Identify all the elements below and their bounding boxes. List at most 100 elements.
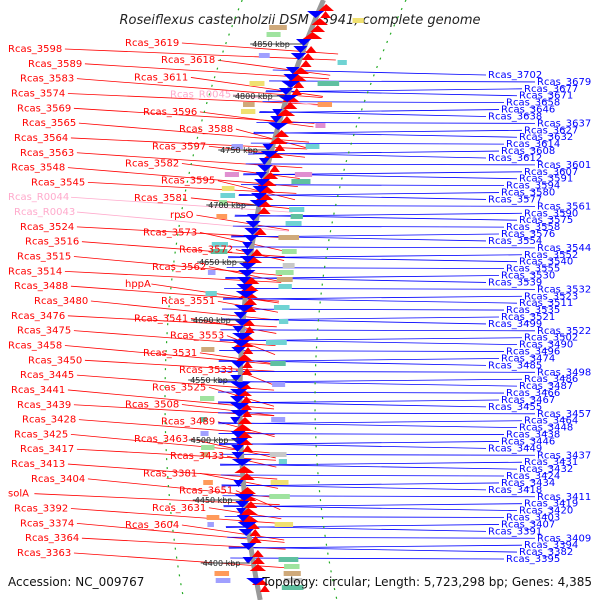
- forward-gene-arrow: [238, 473, 255, 480]
- gene-label: Rcas_3638: [488, 111, 542, 122]
- forward-gene-arrow: [233, 424, 253, 431]
- gene-label: Rcas_3580: [501, 188, 555, 199]
- gene-label: Rcas_3576: [501, 229, 555, 240]
- gene-label: Rcas_3480: [34, 296, 88, 307]
- reverse-gene-arrow: [246, 214, 260, 221]
- gene-label: Rcas_3658: [506, 98, 560, 109]
- gene-label: Rcas_3552: [524, 250, 578, 261]
- inner-guide-ring: [314, 0, 407, 600]
- gene-label: Rcas_3583: [20, 74, 74, 85]
- reverse-gene-arrow: [234, 494, 254, 501]
- leader-line: [190, 77, 323, 97]
- gene-label: Rcas_3511: [519, 298, 573, 309]
- reverse-gene-arrow: [244, 228, 261, 235]
- gene-label: Rcas_3597: [152, 141, 206, 152]
- leader-line: [221, 484, 487, 491]
- gene-label: Rcas_3392: [14, 504, 68, 515]
- gene-label: Rcas_3382: [519, 547, 573, 558]
- reverse-gene-arrow: [270, 116, 283, 123]
- gene-label: Rcas_3441: [11, 385, 65, 396]
- cog-block: [214, 571, 230, 576]
- gene-label: Rcas_3577: [488, 194, 542, 205]
- cog-block: [203, 480, 213, 485]
- gene-label: Rcas_3637: [537, 118, 591, 129]
- cog-block: [205, 291, 217, 296]
- cog-block: [207, 270, 216, 275]
- cog-block: [270, 480, 289, 485]
- cog-block: [266, 32, 281, 37]
- forward-gene-arrow: [249, 564, 267, 571]
- gene-label: Rcas_3632: [519, 132, 573, 143]
- gene-label: Rcas_3563: [20, 148, 74, 159]
- reverse-gene-arrow: [240, 543, 257, 550]
- kbp-tick-label: 4750 kbp: [220, 146, 258, 155]
- reverse-gene-arrow: [257, 165, 273, 172]
- leader-line: [218, 380, 518, 387]
- cog-block: [294, 172, 313, 177]
- gene-label: Rcas_3671: [519, 91, 573, 102]
- leader-line: [232, 225, 505, 228]
- leader-line: [262, 101, 505, 104]
- forward-gene-arrow: [257, 207, 271, 214]
- gene-label: Rcas_3574: [11, 88, 65, 99]
- reverse-gene-arrow: [242, 242, 253, 249]
- cog-block: [201, 347, 215, 352]
- reverse-gene-arrow: [230, 410, 249, 417]
- leader-line: [222, 308, 505, 311]
- leader-line: [250, 142, 505, 145]
- reverse-gene-arrow: [233, 312, 248, 319]
- leader-line: [226, 267, 505, 270]
- gene-label: Rcas_3474: [501, 353, 555, 364]
- gene-label: Rcas_3565: [22, 118, 76, 129]
- cog-block: [278, 459, 287, 464]
- leader-line: [224, 287, 536, 290]
- forward-gene-arrow: [246, 522, 260, 529]
- gene-label: Rcas_3591: [519, 174, 573, 185]
- forward-gene-arrow: [291, 88, 302, 95]
- kbp-tick-label: 4600 kbp: [193, 316, 231, 325]
- cog-block: [284, 564, 300, 569]
- reverse-gene-arrow: [231, 459, 253, 466]
- reverse-gene-arrow: [268, 123, 289, 130]
- leader-line: [259, 111, 487, 117]
- cog-block: [207, 522, 214, 527]
- leader-line: [240, 184, 505, 187]
- gene-label: Rcas_3487: [519, 381, 573, 392]
- gene-label: Rcas_3420: [519, 506, 573, 517]
- gene-label: Rcas_3589: [28, 59, 82, 70]
- gene-label: Rcas_3458: [8, 340, 62, 351]
- cog-block: [216, 214, 228, 219]
- forward-gene-arrow: [251, 550, 264, 557]
- gene-label: Rcas_3522: [537, 326, 591, 337]
- reverse-gene-arrow: [236, 508, 247, 515]
- reverse-gene-arrow: [230, 375, 242, 382]
- leader-line: [265, 90, 518, 97]
- gene-label: Rcas_3540: [519, 257, 573, 268]
- reverse-gene-arrow: [238, 270, 256, 277]
- leader-line: [70, 196, 293, 213]
- leader-line: [220, 329, 536, 332]
- forward-gene-arrow: [302, 32, 323, 39]
- cog-block: [206, 515, 220, 520]
- gene-label: Rcas_3607: [524, 167, 578, 178]
- forward-gene-arrow: [251, 557, 265, 564]
- gene-label: Rcas_3618: [161, 55, 215, 66]
- leader-line: [238, 194, 487, 200]
- gene-label: Rcas_3445: [20, 370, 74, 381]
- gene-label: Rcas_3433: [170, 451, 224, 462]
- gene-tracks: [164, 0, 407, 600]
- gene-label: Rcas_3391: [488, 526, 542, 537]
- gene-label: Rcas_3457: [537, 409, 591, 420]
- cog-block: [269, 25, 287, 30]
- gene-label: Rcas_3614: [506, 139, 560, 150]
- gene-label: Rcas_3374: [20, 518, 74, 529]
- leader-line: [220, 474, 505, 477]
- gene-label: Rcas_3417: [20, 444, 74, 455]
- gene-label: Rcas_3612: [488, 153, 542, 164]
- leader-line: [227, 536, 536, 539]
- reverse-gene-arrow: [255, 172, 268, 179]
- gene-label: Rcas_3611: [134, 72, 188, 83]
- leader-line: [230, 557, 505, 560]
- gene-label: Rcas_3531: [143, 348, 197, 359]
- gene-label: Rcas_R0043: [14, 207, 75, 218]
